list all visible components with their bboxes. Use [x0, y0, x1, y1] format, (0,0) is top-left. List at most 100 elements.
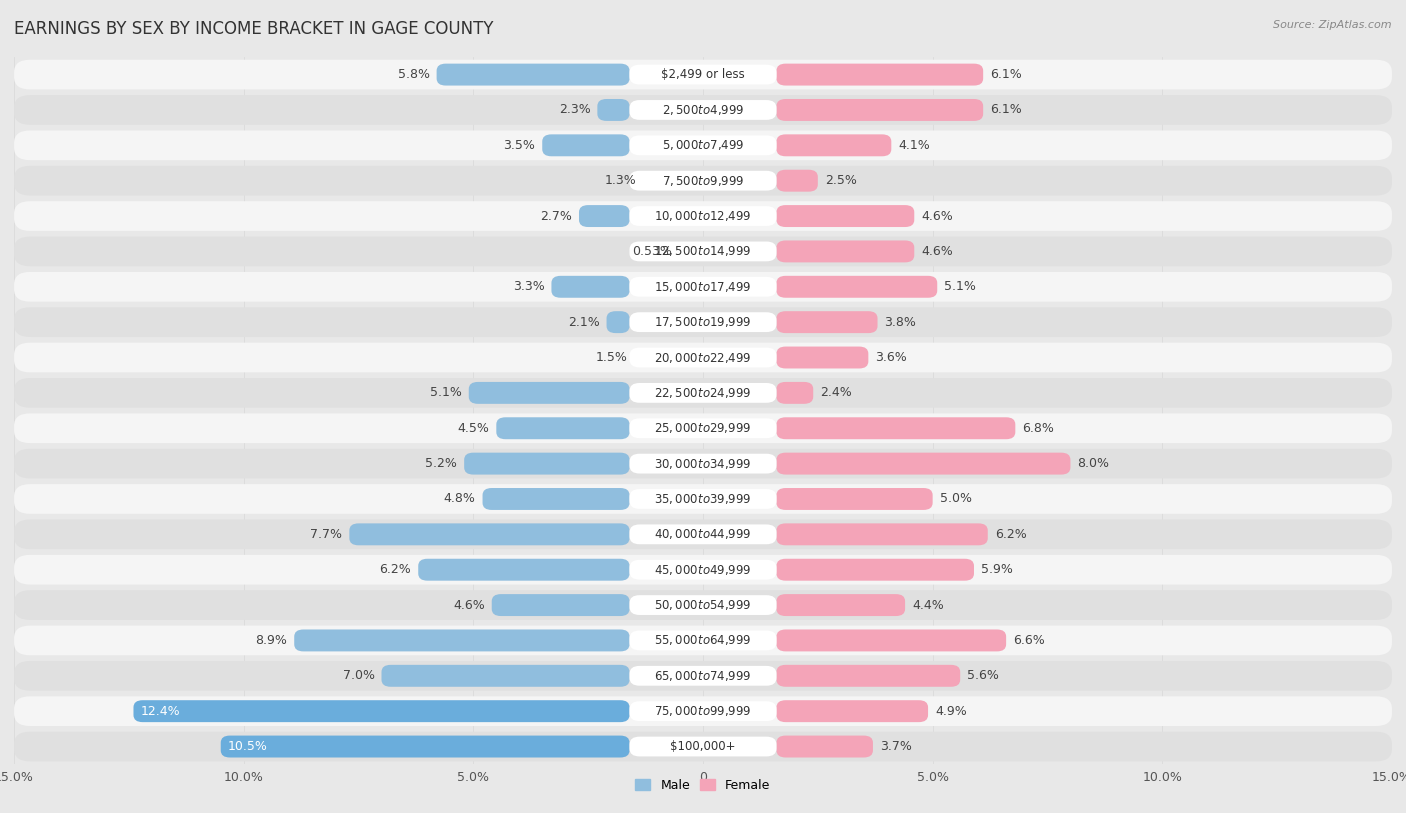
Text: $12,500 to $14,999: $12,500 to $14,999 — [654, 245, 752, 259]
FancyBboxPatch shape — [14, 590, 1392, 620]
FancyBboxPatch shape — [630, 383, 776, 402]
FancyBboxPatch shape — [482, 488, 630, 510]
FancyBboxPatch shape — [630, 631, 776, 650]
FancyBboxPatch shape — [14, 520, 1392, 550]
Text: 4.6%: 4.6% — [453, 598, 485, 611]
FancyBboxPatch shape — [630, 489, 776, 509]
Text: $65,000 to $74,999: $65,000 to $74,999 — [654, 669, 752, 683]
FancyBboxPatch shape — [776, 524, 988, 546]
FancyBboxPatch shape — [464, 453, 630, 475]
Text: 0.53%: 0.53% — [631, 245, 672, 258]
Text: 4.5%: 4.5% — [457, 422, 489, 435]
FancyBboxPatch shape — [14, 413, 1392, 443]
FancyBboxPatch shape — [14, 661, 1392, 691]
FancyBboxPatch shape — [492, 594, 630, 616]
Text: 6.6%: 6.6% — [1012, 634, 1045, 647]
FancyBboxPatch shape — [776, 276, 938, 298]
FancyBboxPatch shape — [630, 595, 776, 615]
Text: 8.9%: 8.9% — [256, 634, 287, 647]
Text: $35,000 to $39,999: $35,000 to $39,999 — [654, 492, 752, 506]
FancyBboxPatch shape — [776, 453, 1070, 475]
Text: 3.6%: 3.6% — [875, 351, 907, 364]
FancyBboxPatch shape — [630, 65, 776, 85]
FancyBboxPatch shape — [349, 524, 630, 546]
Text: 5.2%: 5.2% — [426, 457, 457, 470]
FancyBboxPatch shape — [598, 99, 630, 121]
FancyBboxPatch shape — [776, 346, 869, 368]
Text: 4.8%: 4.8% — [444, 493, 475, 506]
Text: 8.0%: 8.0% — [1077, 457, 1109, 470]
FancyBboxPatch shape — [630, 241, 776, 261]
Text: 5.6%: 5.6% — [967, 669, 1000, 682]
FancyBboxPatch shape — [630, 702, 776, 721]
Text: EARNINGS BY SEX BY INCOME BRACKET IN GAGE COUNTY: EARNINGS BY SEX BY INCOME BRACKET IN GAG… — [14, 20, 494, 38]
FancyBboxPatch shape — [630, 737, 776, 756]
Text: 4.6%: 4.6% — [921, 245, 953, 258]
Text: 3.5%: 3.5% — [503, 139, 536, 152]
Text: $7,500 to $9,999: $7,500 to $9,999 — [662, 174, 744, 188]
Text: 3.7%: 3.7% — [880, 740, 911, 753]
Text: $50,000 to $54,999: $50,000 to $54,999 — [654, 598, 752, 612]
FancyBboxPatch shape — [776, 665, 960, 687]
Text: 2.7%: 2.7% — [540, 210, 572, 223]
Text: 2.3%: 2.3% — [558, 103, 591, 116]
FancyBboxPatch shape — [543, 134, 630, 156]
Text: $100,000+: $100,000+ — [671, 740, 735, 753]
Text: $5,000 to $7,499: $5,000 to $7,499 — [662, 138, 744, 152]
FancyBboxPatch shape — [630, 207, 776, 226]
Text: 6.8%: 6.8% — [1022, 422, 1054, 435]
Text: 5.8%: 5.8% — [398, 68, 430, 81]
FancyBboxPatch shape — [630, 100, 776, 120]
FancyBboxPatch shape — [776, 170, 818, 192]
FancyBboxPatch shape — [14, 449, 1392, 479]
FancyBboxPatch shape — [630, 560, 776, 580]
Text: $22,500 to $24,999: $22,500 to $24,999 — [654, 386, 752, 400]
Text: 10.5%: 10.5% — [228, 740, 267, 753]
Text: $30,000 to $34,999: $30,000 to $34,999 — [654, 457, 752, 471]
FancyBboxPatch shape — [437, 63, 630, 85]
FancyBboxPatch shape — [776, 594, 905, 616]
Text: $10,000 to $12,499: $10,000 to $12,499 — [654, 209, 752, 223]
FancyBboxPatch shape — [606, 311, 630, 333]
Text: 1.3%: 1.3% — [605, 174, 637, 187]
Text: 12.4%: 12.4% — [141, 705, 180, 718]
FancyBboxPatch shape — [776, 559, 974, 580]
Text: $40,000 to $44,999: $40,000 to $44,999 — [654, 528, 752, 541]
FancyBboxPatch shape — [14, 307, 1392, 337]
FancyBboxPatch shape — [776, 134, 891, 156]
Text: 1.5%: 1.5% — [595, 351, 627, 364]
Text: 6.1%: 6.1% — [990, 68, 1022, 81]
Text: $55,000 to $64,999: $55,000 to $64,999 — [654, 633, 752, 647]
Text: Source: ZipAtlas.com: Source: ZipAtlas.com — [1274, 20, 1392, 30]
FancyBboxPatch shape — [776, 629, 1007, 651]
FancyBboxPatch shape — [630, 524, 776, 544]
FancyBboxPatch shape — [418, 559, 630, 580]
Text: $2,499 or less: $2,499 or less — [661, 68, 745, 81]
FancyBboxPatch shape — [14, 166, 1392, 196]
FancyBboxPatch shape — [776, 99, 983, 121]
FancyBboxPatch shape — [776, 417, 1015, 439]
FancyBboxPatch shape — [14, 237, 1392, 267]
Text: 2.5%: 2.5% — [825, 174, 856, 187]
Text: 6.2%: 6.2% — [994, 528, 1026, 541]
FancyBboxPatch shape — [776, 736, 873, 758]
FancyBboxPatch shape — [14, 130, 1392, 160]
FancyBboxPatch shape — [468, 382, 630, 404]
FancyBboxPatch shape — [630, 312, 776, 332]
Text: $45,000 to $49,999: $45,000 to $49,999 — [654, 563, 752, 576]
FancyBboxPatch shape — [630, 419, 776, 438]
FancyBboxPatch shape — [630, 348, 776, 367]
Text: $20,000 to $22,499: $20,000 to $22,499 — [654, 350, 752, 364]
Text: 3.8%: 3.8% — [884, 315, 917, 328]
FancyBboxPatch shape — [496, 417, 630, 439]
FancyBboxPatch shape — [14, 732, 1392, 762]
FancyBboxPatch shape — [14, 696, 1392, 726]
Text: 4.4%: 4.4% — [912, 598, 943, 611]
Text: 6.1%: 6.1% — [990, 103, 1022, 116]
FancyBboxPatch shape — [294, 629, 630, 651]
Text: 5.0%: 5.0% — [939, 493, 972, 506]
Text: 4.1%: 4.1% — [898, 139, 929, 152]
Text: $17,500 to $19,999: $17,500 to $19,999 — [654, 315, 752, 329]
FancyBboxPatch shape — [14, 625, 1392, 655]
FancyBboxPatch shape — [776, 241, 914, 263]
